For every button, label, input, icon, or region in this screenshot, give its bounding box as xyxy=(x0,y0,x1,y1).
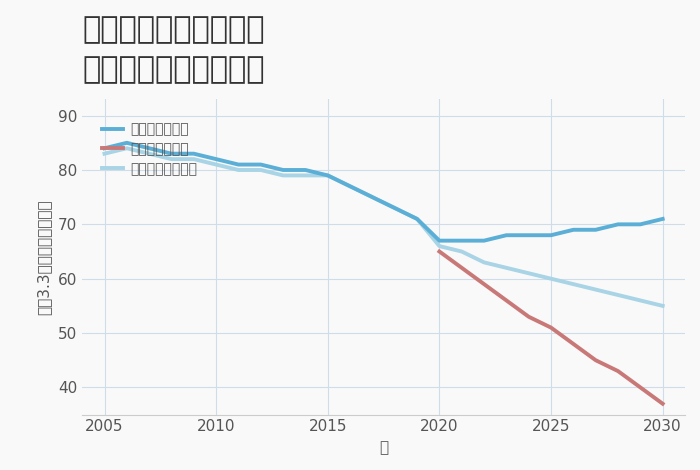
Line: グッドシナリオ: グッドシナリオ xyxy=(104,143,663,241)
ノーマルシナリオ xyxy=(145,151,153,157)
グッドシナリオ xyxy=(659,216,667,222)
グッドシナリオ xyxy=(368,195,377,200)
グッドシナリオ xyxy=(234,162,243,167)
グッドシナリオ xyxy=(122,140,131,146)
グッドシナリオ xyxy=(458,238,466,243)
バッドシナリオ xyxy=(502,298,510,303)
X-axis label: 年: 年 xyxy=(379,440,389,455)
ノーマルシナリオ xyxy=(413,216,421,222)
グッドシナリオ xyxy=(167,151,176,157)
グッドシナリオ xyxy=(547,232,555,238)
グッドシナリオ xyxy=(346,183,354,189)
ノーマルシナリオ xyxy=(257,167,265,173)
グッドシナリオ xyxy=(100,145,108,151)
グッドシナリオ xyxy=(480,238,489,243)
グッドシナリオ xyxy=(190,151,198,157)
ノーマルシナリオ xyxy=(323,172,332,178)
Y-axis label: 平（3.3㎡）単価（万円）: 平（3.3㎡）単価（万円） xyxy=(36,199,51,315)
ノーマルシナリオ xyxy=(234,167,243,173)
グッドシナリオ xyxy=(257,162,265,167)
ノーマルシナリオ xyxy=(480,259,489,265)
ノーマルシナリオ xyxy=(592,287,600,292)
グッドシナリオ xyxy=(502,232,510,238)
バッドシナリオ xyxy=(480,282,489,287)
ノーマルシナリオ xyxy=(279,172,287,178)
Text: 岐阜県大垣市御殿町の
中古戸建ての価格推移: 岐阜県大垣市御殿町の 中古戸建ての価格推移 xyxy=(82,15,265,85)
ノーマルシナリオ xyxy=(614,292,622,298)
バッドシナリオ xyxy=(458,265,466,271)
グッドシナリオ xyxy=(435,238,444,243)
グッドシナリオ xyxy=(212,157,220,162)
ノーマルシナリオ xyxy=(458,249,466,254)
ノーマルシナリオ xyxy=(659,303,667,309)
ノーマルシナリオ xyxy=(391,205,399,211)
Line: バッドシナリオ: バッドシナリオ xyxy=(440,251,663,404)
ノーマルシナリオ xyxy=(100,151,108,157)
グッドシナリオ xyxy=(323,172,332,178)
バッドシナリオ xyxy=(569,341,577,347)
バッドシナリオ xyxy=(524,314,533,320)
グッドシナリオ xyxy=(524,232,533,238)
ノーマルシナリオ xyxy=(502,265,510,271)
ノーマルシナリオ xyxy=(212,162,220,167)
バッドシナリオ xyxy=(659,401,667,407)
Line: ノーマルシナリオ: ノーマルシナリオ xyxy=(104,148,663,306)
グッドシナリオ xyxy=(301,167,309,173)
バッドシナリオ xyxy=(614,368,622,374)
ノーマルシナリオ xyxy=(346,183,354,189)
グッドシナリオ xyxy=(391,205,399,211)
ノーマルシナリオ xyxy=(301,172,309,178)
グッドシナリオ xyxy=(413,216,421,222)
ノーマルシナリオ xyxy=(435,243,444,249)
グッドシナリオ xyxy=(592,227,600,233)
ノーマルシナリオ xyxy=(636,298,645,303)
ノーマルシナリオ xyxy=(190,157,198,162)
ノーマルシナリオ xyxy=(524,270,533,276)
グッドシナリオ xyxy=(145,145,153,151)
ノーマルシナリオ xyxy=(368,195,377,200)
ノーマルシナリオ xyxy=(569,282,577,287)
ノーマルシナリオ xyxy=(547,276,555,282)
グッドシナリオ xyxy=(279,167,287,173)
Legend: グッドシナリオ, バッドシナリオ, ノーマルシナリオ: グッドシナリオ, バッドシナリオ, ノーマルシナリオ xyxy=(95,116,204,183)
バッドシナリオ xyxy=(592,357,600,363)
ノーマルシナリオ xyxy=(122,145,131,151)
バッドシナリオ xyxy=(547,325,555,330)
グッドシナリオ xyxy=(569,227,577,233)
バッドシナリオ xyxy=(435,249,444,254)
バッドシナリオ xyxy=(636,384,645,390)
グッドシナリオ xyxy=(636,221,645,227)
グッドシナリオ xyxy=(614,221,622,227)
ノーマルシナリオ xyxy=(167,157,176,162)
